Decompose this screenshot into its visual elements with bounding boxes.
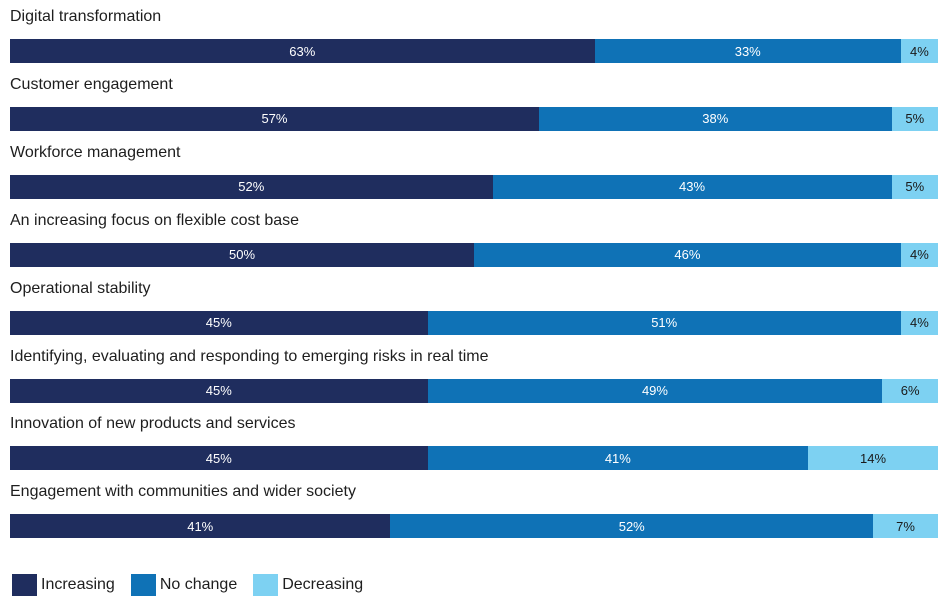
data-label: 14% <box>860 450 887 466</box>
bar-row: 45% 49% 6% <box>10 378 938 403</box>
bar-segment-no-change: 38% <box>538 106 892 131</box>
data-label: 4% <box>910 247 929 263</box>
category-label: Customer engagement <box>10 75 173 93</box>
bar-segment-no-change: 46% <box>474 242 901 267</box>
data-label: 50% <box>228 247 256 263</box>
data-label: 41% <box>604 450 631 466</box>
data-label: 45% <box>205 450 232 466</box>
legend-item: Decreasing <box>253 574 363 596</box>
data-label: 43% <box>679 179 706 195</box>
bar-row: 57% 38% 5% <box>10 106 938 131</box>
legend-label: No change <box>159 576 238 593</box>
legend-label: Decreasing <box>282 576 364 593</box>
category-label: Innovation of new products and services <box>10 415 296 433</box>
bar-segment-decreasing: 4% <box>900 39 938 63</box>
legend-label: Increasing <box>41 576 115 593</box>
data-label: 5% <box>905 179 925 195</box>
bar-segment-increasing: 57% <box>10 106 539 131</box>
data-label: 4% <box>910 315 929 331</box>
bar-segment-decreasing: 4% <box>900 310 938 335</box>
data-label: 5% <box>905 111 925 127</box>
category-label: Identifying, evaluating and responding t… <box>10 347 489 365</box>
bar-segment-decreasing: 14% <box>808 446 938 471</box>
bar-row: 63% 33% 4% <box>10 39 938 63</box>
bar-segment-increasing: 52% <box>10 174 493 199</box>
bar-segment-decreasing: 5% <box>891 106 938 131</box>
bar-segment-increasing: 63% <box>10 39 595 63</box>
legend-swatch <box>253 574 279 596</box>
data-label: 57% <box>261 111 288 127</box>
data-label: 33% <box>734 43 761 59</box>
bar-segment-no-change: 51% <box>427 310 901 335</box>
bar-segment-no-change: 43% <box>492 174 892 199</box>
legend-item: No change <box>130 574 238 596</box>
bar-segment-increasing: 45% <box>10 446 428 471</box>
data-label: 7% <box>896 518 915 534</box>
bar-row: 45% 41% 14% <box>10 446 938 471</box>
data-label: 4% <box>910 43 929 59</box>
bar-segment-increasing: 45% <box>10 378 428 403</box>
bar-segment-no-change: 41% <box>427 446 809 471</box>
category-label: An increasing focus on flexible cost bas… <box>10 211 300 229</box>
bar-segment-no-change: 33% <box>594 39 901 63</box>
data-label: 45% <box>205 383 232 398</box>
data-label: 38% <box>702 111 729 127</box>
legend-item: Increasing <box>12 574 115 596</box>
bar-segment-decreasing: 6% <box>882 378 938 403</box>
bar-segment-no-change: 49% <box>427 378 883 403</box>
data-label: 41% <box>187 518 214 534</box>
bar-segment-increasing: 50% <box>10 242 474 267</box>
bar-segment-decreasing: 7% <box>873 514 938 539</box>
bar-segment-decreasing: 5% <box>891 174 938 199</box>
data-label: 63% <box>289 43 316 59</box>
data-label: 6% <box>900 383 920 398</box>
data-label: 52% <box>238 179 265 195</box>
bar-row: 50% 46% 4% <box>10 242 938 267</box>
legend-swatch <box>12 574 37 596</box>
bar-row: 45% 51% 4% <box>10 310 938 335</box>
bar-segment-increasing: 41% <box>10 514 391 539</box>
data-label: 46% <box>674 247 701 263</box>
category-label: Workforce management <box>10 143 181 161</box>
data-label: 45% <box>205 315 232 331</box>
legend-swatch <box>130 574 156 596</box>
bar-row: 41% 52% 7% <box>10 514 938 539</box>
data-label: 52% <box>618 518 645 534</box>
legend: Increasing No change Decreasing <box>12 574 379 596</box>
bar-segment-increasing: 45% <box>10 310 428 335</box>
bar-segment-decreasing: 4% <box>900 242 938 267</box>
bar-segment-no-change: 52% <box>390 514 874 539</box>
bar-row: 52% 43% 5% <box>10 174 938 199</box>
category-label: Engagement with communities and wider so… <box>10 483 356 501</box>
category-label: Operational stability <box>10 279 151 297</box>
category-label: Digital transformation <box>10 8 162 25</box>
data-label: 51% <box>651 315 678 331</box>
data-label: 49% <box>641 383 668 398</box>
